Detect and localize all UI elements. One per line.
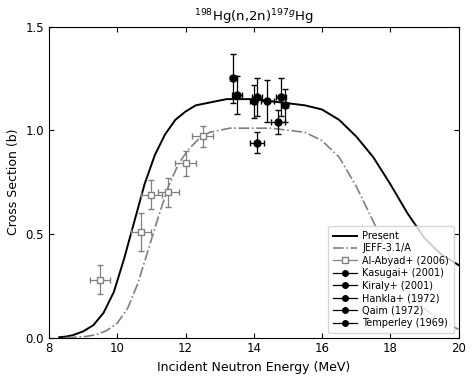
Present (439, 252, 445, 257)
Line: JEFF-3.1/A: JEFF-3.1/A (66, 128, 459, 338)
Present (421, 236, 427, 240)
Present (70, 333, 76, 338)
JEFF-3.1/A (217, 128, 222, 133)
JEFF-3.1/A (336, 155, 342, 160)
Present (251, 97, 257, 101)
JEFF-3.1/A (207, 130, 212, 134)
Present (203, 101, 209, 106)
JEFF-3.1/A (156, 215, 161, 219)
Present (121, 256, 127, 261)
Present (183, 109, 188, 114)
JEFF-3.1/A (237, 126, 243, 130)
Present (319, 107, 325, 112)
JEFF-3.1/A (125, 306, 131, 311)
JEFF-3.1/A (135, 282, 140, 286)
Legend: Present, JEFF-3.1/A, Al-Abyad+ (2006), Kasugai+ (2001), Kiraly+ (2001), Hankla+ : Present, JEFF-3.1/A, Al-Abyad+ (2006), K… (328, 226, 454, 333)
JEFF-3.1/A (353, 184, 359, 189)
JEFF-3.1/A (176, 161, 182, 166)
Present (285, 101, 291, 106)
JEFF-3.1/A (166, 184, 171, 189)
JEFF-3.1/A (145, 248, 151, 253)
Present (162, 132, 168, 137)
Present (234, 97, 239, 101)
Present (370, 155, 376, 160)
Title: $^{198}$Hg(n,2n)$^{197g}$Hg: $^{198}$Hg(n,2n)$^{197g}$Hg (194, 7, 314, 27)
Present (456, 263, 462, 267)
Present (193, 103, 199, 108)
Present (224, 97, 229, 101)
X-axis label: Incident Neutron Energy (MeV): Incident Neutron Energy (MeV) (157, 361, 350, 374)
JEFF-3.1/A (73, 335, 79, 339)
JEFF-3.1/A (319, 138, 325, 143)
Present (268, 99, 274, 104)
JEFF-3.1/A (186, 147, 192, 151)
JEFF-3.1/A (114, 321, 120, 325)
JEFF-3.1/A (63, 335, 69, 340)
Present (353, 134, 359, 139)
Present (213, 99, 219, 104)
JEFF-3.1/A (104, 328, 110, 333)
Present (142, 182, 148, 186)
Present (131, 219, 137, 224)
JEFF-3.1/A (456, 327, 462, 331)
Present (101, 311, 106, 315)
Present (80, 329, 86, 334)
JEFF-3.1/A (84, 334, 89, 339)
Present (63, 334, 69, 339)
JEFF-3.1/A (268, 126, 274, 130)
Present (56, 335, 62, 339)
JEFF-3.1/A (302, 130, 308, 134)
JEFF-3.1/A (196, 136, 202, 141)
JEFF-3.1/A (247, 126, 253, 130)
Present (302, 103, 308, 108)
JEFF-3.1/A (387, 255, 393, 259)
JEFF-3.1/A (258, 126, 263, 130)
JEFF-3.1/A (94, 332, 100, 337)
Present (336, 118, 342, 122)
JEFF-3.1/A (439, 319, 445, 323)
Present (387, 182, 393, 186)
Present (173, 118, 178, 122)
JEFF-3.1/A (285, 128, 291, 133)
Present (152, 153, 158, 157)
JEFF-3.1/A (421, 306, 427, 311)
JEFF-3.1/A (370, 219, 376, 224)
Line: Present: Present (59, 99, 459, 337)
JEFF-3.1/A (227, 126, 233, 130)
Present (404, 211, 410, 216)
Present (111, 290, 117, 294)
JEFF-3.1/A (404, 286, 410, 290)
Y-axis label: Cross Section (b): Cross Section (b) (7, 129, 20, 235)
Present (90, 323, 96, 328)
